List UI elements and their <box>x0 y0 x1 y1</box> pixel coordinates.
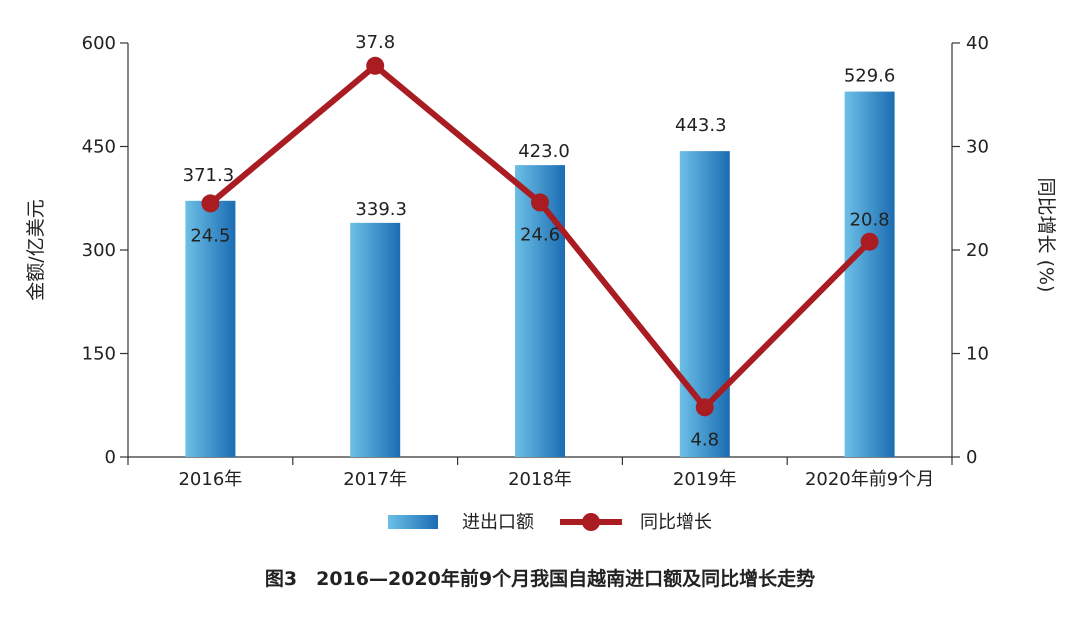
chart-title: 图3 2016—2020年前9个月我国自越南进口额及同比增长走势 <box>265 567 815 590</box>
y-tick-label: 300 <box>82 240 116 261</box>
x-tick-label: 2018年 <box>508 469 572 490</box>
y-tick-label: 150 <box>82 344 116 365</box>
bar <box>350 222 401 457</box>
line-value-label: 20.8 <box>850 210 890 231</box>
bar <box>844 91 895 458</box>
y-tick-label: 0 <box>105 447 116 468</box>
x-tick-label: 2016年 <box>178 469 242 490</box>
x-tick-label: 2020年前9个月 <box>805 469 934 490</box>
bar <box>515 165 565 457</box>
legend-bar-swatch <box>388 515 438 529</box>
bar-value-label: 529.6 <box>844 66 896 87</box>
bar <box>185 200 236 458</box>
y-tick-label: 450 <box>82 137 116 158</box>
y-tick-label: 600 <box>82 33 116 54</box>
growth-point <box>201 194 220 213</box>
bar-value-label: 371.3 <box>183 165 235 186</box>
y2-tick-label: 30 <box>966 137 989 158</box>
legend-line-label: 同比增长 <box>640 512 712 533</box>
growth-point <box>860 232 879 251</box>
y2-tick-label: 20 <box>966 240 989 261</box>
line-value-label: 24.5 <box>190 225 230 246</box>
bar-value-label: 339.3 <box>355 199 407 220</box>
y2-tick-label: 10 <box>966 344 989 365</box>
y-axis-title: 金额/亿美元 <box>25 199 47 300</box>
y2-tick-label: 0 <box>966 447 977 468</box>
line-value-label: 37.8 <box>355 32 395 53</box>
legend: 进出口额 同比增长 <box>388 512 712 533</box>
growth-point <box>695 398 714 417</box>
x-tick-label: 2017年 <box>343 469 407 490</box>
growth-point <box>531 193 549 212</box>
y2-axis-title: 同比增长 (%) <box>1035 178 1057 293</box>
bar-value-label: 443.3 <box>675 115 727 136</box>
bar-value-label: 423.0 <box>518 141 570 162</box>
legend-line-marker <box>582 513 600 531</box>
line-value-label: 4.8 <box>690 429 719 450</box>
growth-point <box>366 56 385 75</box>
y2-tick-label: 40 <box>966 33 989 54</box>
x-tick-label: 2019年 <box>673 469 737 490</box>
line-value-label: 24.6 <box>520 224 560 245</box>
legend-bar-label: 进出口额 <box>462 512 534 533</box>
